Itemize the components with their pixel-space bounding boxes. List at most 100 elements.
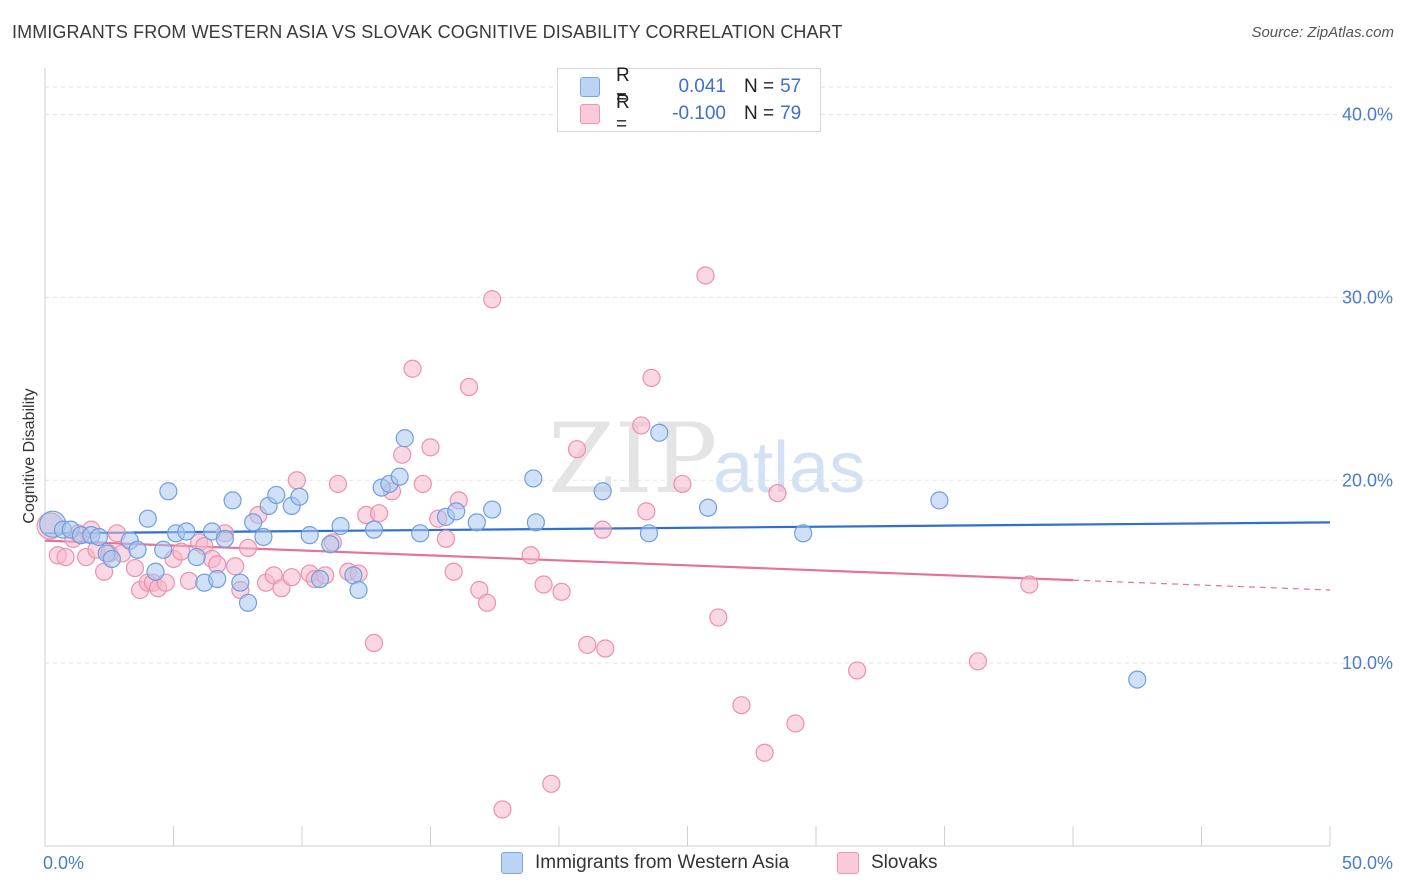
- data-point: [328, 474, 348, 494]
- data-point: [786, 714, 805, 733]
- data-point: [215, 529, 234, 548]
- y-axis-label: Cognitive Disability: [21, 388, 38, 523]
- data-point: [154, 540, 173, 559]
- data-point: [444, 562, 463, 581]
- data-point: [231, 573, 250, 592]
- data-point: [89, 527, 109, 547]
- legend-row-western-asia: R = 0.041 N = 57: [580, 65, 802, 108]
- data-point: [483, 500, 502, 519]
- data-point: [179, 571, 199, 590]
- data-point: [102, 549, 121, 569]
- legend-item-slovaks[interactable]: Slovaks: [837, 852, 938, 874]
- data-point: [1128, 670, 1147, 689]
- axes: [44, 68, 1331, 847]
- data-point: [848, 661, 867, 680]
- data-point: [632, 416, 651, 435]
- data-point: [290, 487, 309, 506]
- legend-item-western-asia[interactable]: Immigrants from Western Asia: [501, 852, 789, 874]
- data-point: [593, 482, 612, 501]
- data-point: [364, 520, 384, 539]
- data-point: [483, 290, 502, 309]
- data-point: [794, 524, 813, 543]
- data-point: [639, 524, 659, 543]
- data-point: [477, 593, 497, 612]
- data-point: [300, 526, 319, 545]
- data-point: [395, 429, 414, 448]
- data-point: [421, 438, 440, 457]
- data-point: [696, 266, 715, 285]
- watermark-atlas: atlas: [713, 428, 865, 508]
- data-point: [698, 498, 718, 517]
- data-point: [542, 774, 561, 793]
- data-point: [238, 538, 258, 558]
- chart-title: IMMIGRANTS FROM WESTERN ASIA VS SLOVAK C…: [12, 22, 843, 42]
- data-point: [254, 527, 273, 547]
- data-point: [732, 696, 751, 715]
- data-point: [650, 423, 669, 442]
- data-point: [159, 482, 178, 501]
- trend-line-extension: [1072, 579, 1331, 591]
- y-tick-label: 40.0%: [1342, 105, 1393, 125]
- data-point: [238, 593, 258, 612]
- legend-label: Immigrants from Western Asia: [535, 852, 790, 873]
- data-point: [244, 513, 263, 532]
- data-point: [521, 546, 540, 565]
- r-value: -0.100: [672, 103, 726, 124]
- data-point: [310, 569, 330, 589]
- data-point: [393, 445, 412, 464]
- data-point: [567, 440, 587, 459]
- n-value: 79: [780, 103, 802, 124]
- tick-labels: 10.0% 20.0% 30.0% 40.0% 0.0% 50.0%: [43, 105, 1393, 873]
- data-point: [403, 359, 422, 378]
- data-point: [413, 474, 432, 494]
- y-tick-label: 10.0%: [1342, 653, 1393, 673]
- data-point: [208, 569, 227, 589]
- data-point: [673, 474, 692, 494]
- data-point: [267, 485, 286, 505]
- r-label: R =: [616, 65, 630, 108]
- data-point: [467, 513, 486, 532]
- data-point: [578, 635, 597, 654]
- x-tick-label: 50.0%: [1342, 853, 1393, 873]
- data-point: [56, 547, 75, 567]
- r-label: R =: [616, 92, 630, 135]
- n-value: 57: [780, 76, 802, 97]
- data-point: [637, 502, 656, 521]
- data-point: [349, 580, 368, 600]
- data-point: [172, 542, 191, 561]
- trend-line: [44, 521, 1331, 535]
- y-tick-label: 30.0%: [1342, 287, 1393, 307]
- legend-swatch-pink: [837, 852, 859, 874]
- correlation-legend: R = 0.041 N = 57 R = -0.100 N = 79: [557, 65, 821, 135]
- data-point: [768, 483, 787, 503]
- data-point: [364, 633, 384, 653]
- data-point: [447, 502, 466, 521]
- legend-row-slovaks: R = -0.100 N = 79: [580, 92, 802, 135]
- data-points: [36, 266, 1147, 819]
- data-point: [493, 800, 512, 819]
- data-point: [524, 469, 543, 488]
- data-point: [593, 520, 612, 539]
- data-point: [187, 547, 206, 567]
- data-point: [321, 535, 340, 554]
- data-point: [552, 582, 571, 601]
- n-label: N =: [744, 103, 775, 124]
- data-point: [436, 529, 456, 548]
- r-value: 0.041: [678, 76, 726, 97]
- data-point: [411, 524, 430, 543]
- trend-line: [44, 539, 1074, 582]
- data-point: [930, 491, 949, 510]
- legend-label: Slovaks: [871, 852, 938, 873]
- y-tick-label: 20.0%: [1342, 470, 1393, 490]
- data-point: [177, 522, 196, 541]
- x-tick-label: 0.0%: [43, 853, 84, 873]
- series-legend: Immigrants from Western Asia Slovaks: [0, 852, 1406, 878]
- data-point: [331, 516, 350, 536]
- data-point: [223, 491, 242, 510]
- n-label: N =: [744, 76, 775, 97]
- data-point: [1020, 575, 1039, 594]
- legend-swatch-blue: [501, 852, 523, 874]
- data-point: [370, 504, 389, 523]
- data-point: [526, 513, 545, 532]
